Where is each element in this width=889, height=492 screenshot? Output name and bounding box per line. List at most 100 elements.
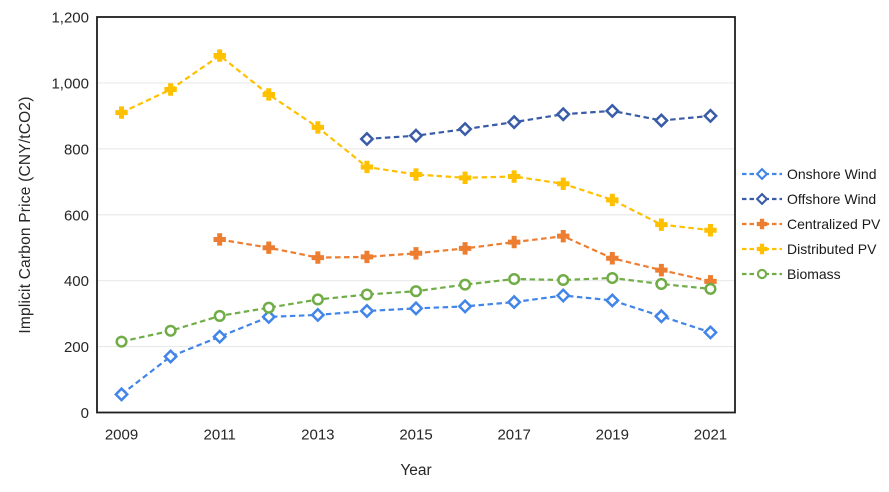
series-centralized-pv	[213, 229, 717, 288]
plus-marker-icon	[409, 247, 423, 260]
y-axis-title: Implicit Carbon Price (CNY/tCO2)	[17, 96, 34, 334]
legend-item-distributed-pv: Distributed PV	[741, 236, 880, 261]
plot-border	[96, 16, 736, 414]
plus-marker-icon	[655, 218, 668, 231]
circle-marker-icon	[704, 282, 717, 295]
plus-marker-icon	[311, 121, 325, 134]
legend-label: Offshore Wind	[787, 190, 877, 207]
plus-marker-icon	[458, 242, 472, 255]
y-tick-label: 600	[64, 207, 89, 224]
y-tick-label: 200	[64, 339, 89, 356]
plus-marker-icon	[507, 235, 521, 249]
plus-marker-icon	[311, 251, 325, 264]
plus-marker-icon	[742, 243, 782, 254]
plus-marker-icon	[655, 263, 668, 277]
diamond-marker-icon	[755, 167, 769, 180]
diamond-marker-icon	[408, 300, 424, 316]
x-tick-label: 2017	[497, 427, 530, 444]
diamond-marker-icon	[555, 106, 571, 122]
y-tick-label: 400	[64, 273, 89, 290]
y-tick-label: 0	[81, 405, 89, 422]
diamond-marker-icon	[604, 103, 620, 119]
circle-marker-icon	[360, 288, 373, 301]
series-offshore-wind	[359, 103, 718, 147]
plus-marker-icon	[756, 218, 768, 229]
circle-marker-icon	[262, 301, 275, 314]
plus-marker-icon	[557, 177, 570, 190]
x-axis-title: Year	[400, 462, 432, 479]
y-axis-tick-labels: 0 200 400 600 800 1,000 1,200	[51, 10, 89, 423]
legend-label: Distributed PV	[787, 240, 877, 257]
diamond-marker-icon	[555, 288, 571, 303]
circle-marker-icon	[742, 268, 782, 279]
x-axis-tick-labels: 2009 2011 2013 2015 2017 2019 2021	[105, 427, 727, 444]
diamond-marker-icon	[604, 292, 620, 308]
diamond-marker-icon	[742, 192, 782, 205]
series-distributed-pv	[115, 49, 717, 237]
diamond-marker-icon	[742, 167, 782, 180]
x-tick-label: 2013	[301, 427, 334, 444]
y-tick-label: 800	[64, 141, 89, 158]
circle-marker-icon	[508, 272, 521, 286]
plus-marker-icon	[742, 218, 782, 229]
y-tick-label: 1,000	[51, 75, 89, 92]
series-biomass	[115, 271, 717, 348]
circle-marker-icon	[164, 324, 177, 337]
circle-marker-icon	[557, 273, 570, 287]
x-tick-label: 2021	[694, 427, 727, 444]
legend-item-onshore-wind: Onshore Wind	[741, 161, 880, 186]
diamond-marker-icon	[163, 349, 179, 364]
diamond-marker-icon	[212, 329, 228, 345]
legend-label: Centralized PV	[787, 215, 881, 232]
x-tick-label: 2019	[596, 427, 629, 444]
circle-marker-icon	[459, 278, 472, 291]
circle-marker-icon	[756, 268, 768, 279]
legend-label: Onshore Wind	[787, 165, 877, 182]
plus-marker-icon	[360, 250, 374, 264]
circle-marker-icon	[606, 271, 619, 285]
plus-marker-icon	[756, 243, 768, 254]
plus-marker-icon	[557, 229, 570, 243]
plus-marker-icon	[360, 160, 374, 174]
diamond-marker-icon	[506, 114, 522, 130]
x-tick-label: 2011	[204, 427, 236, 444]
plus-marker-icon	[458, 171, 472, 185]
plus-marker-icon	[213, 49, 226, 62]
plus-marker-icon	[213, 233, 226, 246]
diamond-marker-icon	[359, 303, 375, 319]
circle-marker-icon	[213, 309, 226, 322]
diamond-marker-icon	[359, 131, 375, 147]
chart-legend: Onshore Wind Offshore Wind Centralized PV D…	[741, 161, 880, 286]
diamond-marker-icon	[457, 298, 473, 314]
diamond-marker-icon	[653, 113, 669, 128]
x-tick-label: 2015	[399, 427, 432, 444]
diamond-marker-icon	[653, 308, 669, 324]
diamond-marker-icon	[114, 386, 130, 402]
plus-marker-icon	[115, 106, 128, 119]
legend-label: Biomass	[787, 265, 841, 282]
diamond-marker-icon	[310, 307, 326, 323]
diamond-marker-icon	[261, 309, 277, 325]
y-tick-label: 1,200	[51, 10, 89, 27]
diamond-marker-icon	[702, 324, 718, 340]
diamond-marker-icon	[702, 108, 718, 124]
circle-marker-icon	[115, 335, 128, 348]
plus-marker-icon	[164, 83, 177, 96]
plus-marker-icon	[409, 168, 423, 181]
legend-item-offshore-wind: Offshore Wind	[741, 186, 880, 211]
diamond-marker-icon	[408, 128, 424, 144]
legend-item-biomass: Biomass	[741, 261, 880, 286]
diamond-marker-icon	[506, 294, 522, 310]
series-line-offshore-wind	[366, 109, 711, 140]
circle-marker-icon	[311, 293, 324, 306]
plus-marker-icon	[606, 193, 619, 207]
circle-marker-icon	[655, 277, 668, 291]
series-onshore-wind	[114, 288, 718, 402]
plus-marker-icon	[262, 241, 275, 254]
plus-marker-icon	[507, 170, 521, 183]
diamond-marker-icon	[457, 121, 473, 137]
diamond-marker-icon	[755, 192, 769, 205]
circle-marker-icon	[409, 285, 423, 298]
plus-marker-icon	[606, 252, 619, 265]
